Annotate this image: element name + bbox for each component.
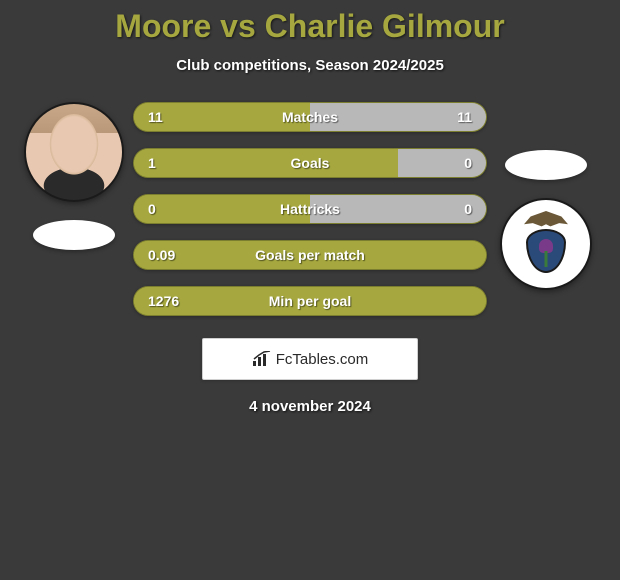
player-left-club-badge [33,220,115,250]
page-title: Moore vs Charlie Gilmour [0,8,620,45]
brand-text: FcTables.com [276,351,369,368]
stat-label: Matches [282,109,338,125]
stat-bar: 11 11 Matches [133,102,487,132]
subtitle: Club competitions, Season 2024/2025 [0,57,620,74]
stat-label: Hattricks [280,201,340,217]
chart-icon [252,351,272,367]
stat-right-value: 0 [464,201,472,217]
stat-right-value: 11 [457,109,472,125]
brand-badge[interactable]: FcTables.com [202,338,418,380]
stat-left-value: 0 [148,201,156,217]
stat-left-value: 0.09 [148,247,175,263]
stat-bar: 1 0 Goals [133,148,487,178]
player-left-column [15,102,133,250]
stats-column: 11 11 Matches 1 0 Goals 0 0 Hattricks 0.09 Goals p… [133,102,487,316]
player-left-avatar [24,102,124,202]
stat-fill-right [398,149,486,177]
stat-label: Goals per match [255,247,365,263]
stat-bar: 0.09 Goals per match [133,240,487,270]
stat-label: Goals [291,155,330,171]
stat-right-value: 0 [464,155,472,171]
comparison-card: Moore vs Charlie Gilmour Club competitio… [0,0,620,415]
player-right-club-crest [500,198,592,290]
stat-left-value: 1 [148,155,156,171]
stat-label: Min per goal [269,293,351,309]
player-right-column [487,102,605,290]
footer-date: 4 november 2024 [0,398,620,415]
main-row: 11 11 Matches 1 0 Goals 0 0 Hattricks 0.09 Goals p… [0,102,620,316]
stat-bar: 0 0 Hattricks [133,194,487,224]
stat-left-value: 1276 [148,293,179,309]
stat-fill-left [134,149,398,177]
crest-icon [511,209,581,279]
stat-left-value: 11 [148,109,163,125]
player-right-badge-top [505,150,587,180]
stat-bar: 1276 Min per goal [133,286,487,316]
